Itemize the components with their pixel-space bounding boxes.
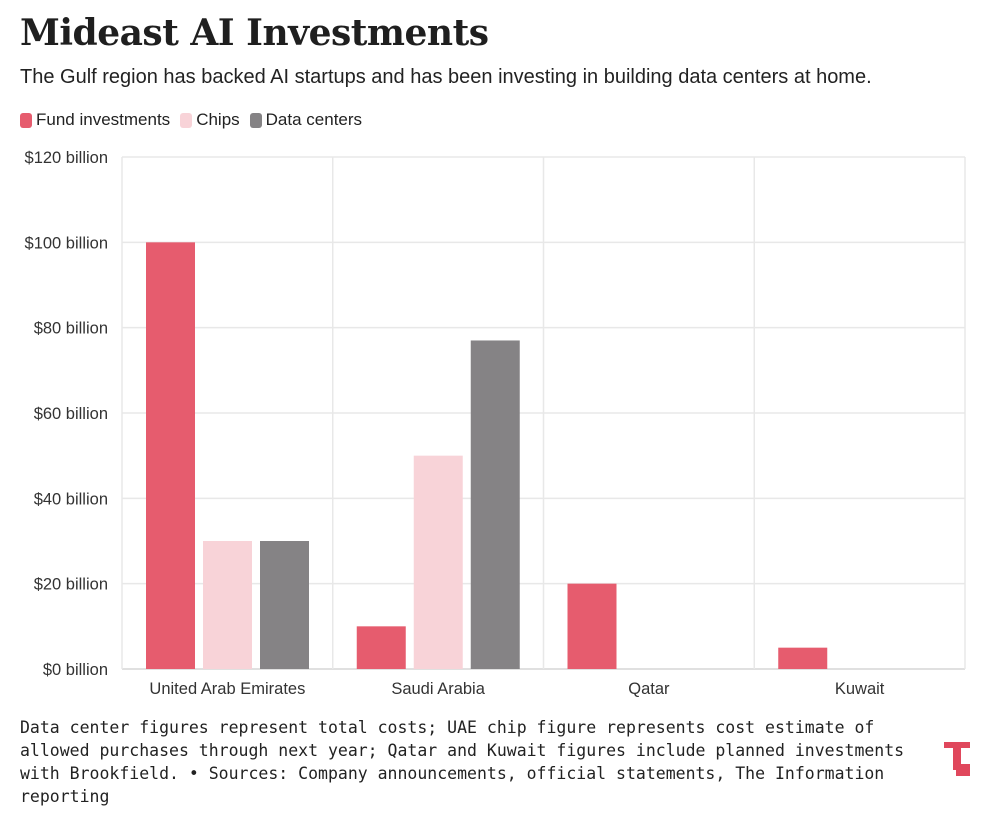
y-tick-label: $0 billion xyxy=(43,661,108,679)
footnote: Data center figures represent total cost… xyxy=(20,718,915,806)
chart-subtitle: The Gulf region has backed AI startups a… xyxy=(20,66,872,88)
y-tick-label: $100 billion xyxy=(25,234,108,252)
bar-fund-investments xyxy=(778,647,828,669)
bar-fund-investments xyxy=(356,626,406,669)
legend-item-chips: Chips xyxy=(180,110,240,130)
y-tick-label: $80 billion xyxy=(34,320,108,338)
legend-swatch-chips xyxy=(180,112,193,128)
x-tick-label: Qatar xyxy=(628,680,670,698)
y-tick-label: $20 billion xyxy=(34,576,108,594)
bar-chips xyxy=(413,455,463,669)
legend-label-fund: Fund investments xyxy=(36,110,171,129)
bar-fund-investments xyxy=(146,242,195,669)
bar-data-centers xyxy=(260,541,309,669)
y-tick-label: $40 billion xyxy=(34,490,108,508)
the-information-logo-icon xyxy=(944,742,970,776)
legend-item-fund: Fund investments xyxy=(20,110,170,130)
x-tick-label: United Arab Emirates xyxy=(149,680,305,698)
chart-title: Mideast AI Investments xyxy=(20,12,489,54)
legend-item-data-centers: Data centers xyxy=(249,110,363,130)
bar-chips xyxy=(203,541,252,669)
legend-label-data-centers: Data centers xyxy=(265,110,363,129)
x-tick-label: Kuwait xyxy=(835,680,885,698)
legend: Fund investments Chips Data centers xyxy=(20,110,372,130)
x-tick-label: Saudi Arabia xyxy=(391,680,485,698)
y-tick-label: $120 billion xyxy=(25,149,108,167)
bar-fund-investments xyxy=(567,583,617,669)
legend-swatch-data-centers xyxy=(249,112,262,128)
legend-swatch-fund xyxy=(20,112,32,128)
bar-data-centers xyxy=(470,340,520,669)
legend-label-chips: Chips xyxy=(196,110,240,129)
y-tick-label: $60 billion xyxy=(34,405,108,423)
bar-chart: $0 billion $20 billion $40 billion $60 bill… xyxy=(25,149,966,698)
